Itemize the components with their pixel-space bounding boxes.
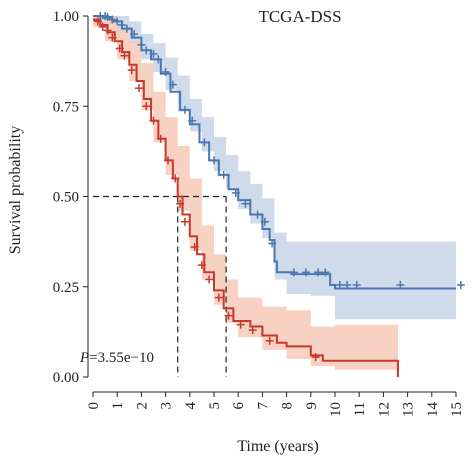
censor-mark — [176, 199, 185, 208]
censor-mark — [219, 170, 228, 179]
y-tick-label: 0.50 — [53, 190, 79, 206]
censor-mark — [108, 33, 117, 42]
y-tick-label: 0.75 — [53, 99, 79, 115]
censor-mark — [180, 217, 189, 226]
y-axis-label: Survival probability — [7, 126, 24, 254]
x-ticks: 0 1 2 3 4 5 6 7 8 9 10 11 12 13 14 15 — [86, 392, 465, 417]
x-tick-label: 8 — [280, 402, 296, 410]
x-tick-label: 6 — [231, 402, 247, 410]
censor-mark — [265, 336, 274, 345]
p-symbol: P — [79, 350, 89, 366]
censor-mark — [343, 280, 352, 289]
censor-mark — [214, 293, 223, 302]
censor-mark — [168, 80, 177, 89]
x-tick-label: 5 — [207, 402, 223, 410]
censor-mark — [154, 55, 163, 64]
y-tick-label: 0.25 — [53, 280, 79, 296]
x-axis-label: Time (years) — [237, 438, 319, 455]
x-tick-label: 1 — [110, 402, 126, 410]
censor-mark — [456, 280, 465, 289]
censor-mark — [205, 275, 214, 284]
censor-mark — [190, 243, 199, 252]
y-ticks: 0.00 0.25 0.50 0.75 1.00 — [53, 9, 88, 386]
x-tick-label: 9 — [304, 402, 320, 410]
censor-mark — [311, 353, 320, 362]
x-tick-label: 15 — [449, 402, 465, 417]
censor-marks — [93, 12, 465, 362]
x-tick-label: 3 — [159, 402, 175, 410]
censor-mark — [210, 156, 218, 165]
x-tick-label: 0 — [86, 402, 102, 410]
censor-mark — [127, 66, 136, 75]
censor-mark — [149, 116, 158, 125]
censor-mark — [103, 12, 112, 21]
censor-mark — [289, 268, 298, 277]
censor-mark — [224, 311, 233, 320]
censor-mark — [134, 84, 143, 93]
censor-mark — [321, 268, 330, 277]
y-tick-label: 0.00 — [53, 370, 79, 386]
censor-mark — [260, 217, 269, 226]
censor-mark — [171, 174, 180, 183]
censor-mark — [396, 280, 405, 289]
x-tick-label: 2 — [134, 402, 150, 410]
censor-mark — [197, 261, 206, 270]
censor-mark — [200, 138, 209, 147]
survival-curve-1 — [93, 18, 399, 377]
censor-mark — [268, 239, 277, 248]
median-survival-lines — [93, 195, 227, 377]
chart-title: TCGA-DSS — [258, 7, 341, 26]
censor-mark — [248, 326, 257, 335]
axes: 0.000.250.500.751.00 0 1 2 3 4 5 6 7 8 9 10 11 12 13 1… — [53, 9, 465, 417]
x-tick-label: 14 — [425, 402, 441, 418]
censor-mark — [335, 280, 344, 289]
censor-mark — [236, 320, 245, 329]
censor-mark — [93, 17, 102, 26]
censor-mark — [314, 268, 323, 277]
censor-mark — [156, 134, 165, 143]
censor-mark — [113, 17, 122, 26]
censor-mark — [149, 49, 158, 58]
censor-mark — [115, 44, 124, 53]
x-tick-label: 11 — [352, 402, 368, 416]
x-tick-label: 10 — [328, 402, 344, 417]
censor-mark — [103, 26, 112, 35]
censor-mark — [164, 156, 173, 165]
censor-mark — [161, 67, 170, 76]
censor-mark — [122, 24, 131, 33]
censor-mark — [118, 21, 127, 30]
x-tick-label: 4 — [183, 402, 199, 410]
censor-mark — [120, 51, 129, 60]
censor-mark — [137, 40, 146, 49]
censor-mark — [301, 268, 310, 277]
survival-curves — [93, 15, 456, 377]
censor-mark — [241, 199, 250, 208]
confidence-band-0 — [93, 16, 456, 320]
x-tick-label: 12 — [376, 402, 392, 417]
censor-mark — [98, 22, 107, 31]
p-value: =3.55e−10 — [89, 350, 154, 366]
censor-mark — [142, 46, 151, 55]
censor-mark — [188, 116, 197, 125]
y-tick-label: 1.00 — [53, 9, 79, 25]
survival-curve-0 — [93, 15, 456, 290]
censor-mark — [180, 105, 189, 114]
censor-mark — [253, 210, 262, 219]
p-value-annotation: P=3.55e−10 — [79, 350, 154, 366]
x-tick-label: 7 — [255, 402, 271, 410]
censor-mark — [352, 280, 361, 289]
x-tick-label: 13 — [401, 402, 417, 417]
censor-mark — [130, 30, 139, 39]
censor-mark — [142, 102, 151, 111]
censor-mark — [231, 188, 240, 197]
censor-mark — [108, 15, 117, 24]
